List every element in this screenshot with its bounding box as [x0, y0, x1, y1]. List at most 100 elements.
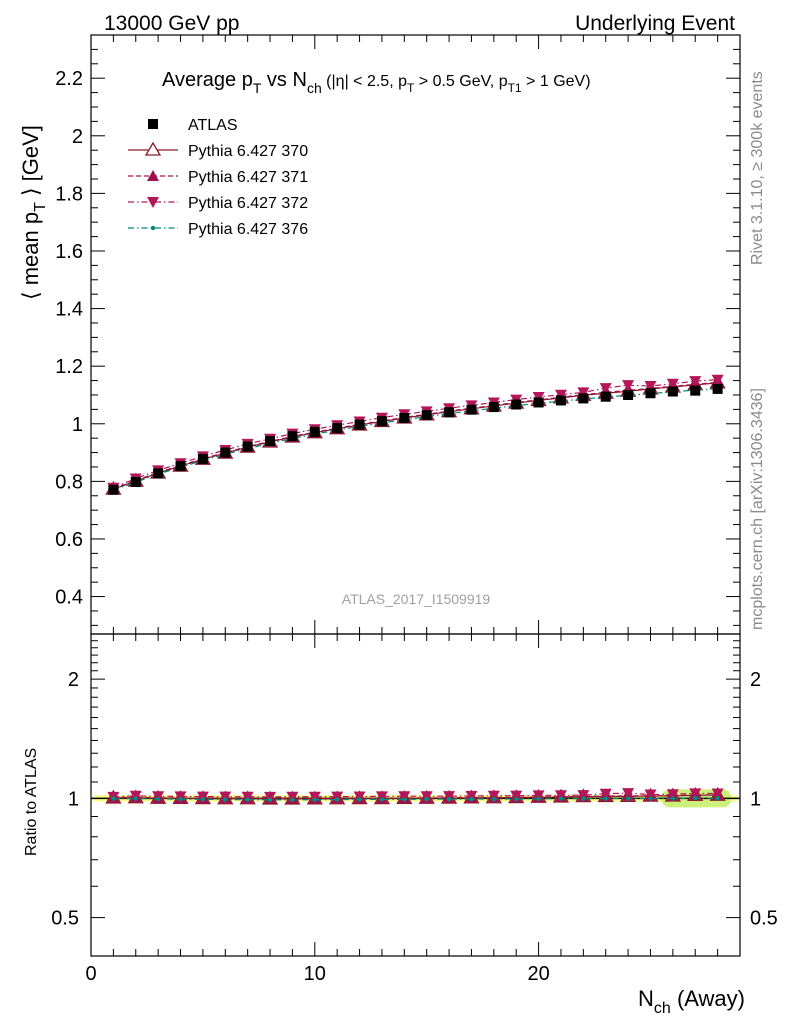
x-axis-label: Nch (Away) — [638, 986, 745, 1017]
ratio-point-pythia-6-427-376 — [334, 797, 340, 802]
ratio-point-pythia-6-427-376 — [267, 797, 273, 803]
main-series — [105, 374, 726, 495]
data-point-atlas — [108, 484, 119, 495]
ratio-point-pythia-6-427-372 — [622, 788, 635, 800]
ratio-point-pythia-6-427-372 — [219, 791, 232, 803]
main-y-tick-label: 1.6 — [55, 241, 83, 263]
data-point-atlas — [578, 393, 589, 404]
main-y-tick-label: 1.8 — [55, 183, 83, 205]
data-point-atlas — [555, 395, 566, 406]
ratio-point-pythia-6-427-376 — [424, 797, 429, 802]
data-point-atlas — [376, 416, 387, 427]
ratio-point-pythia-6-427-372 — [689, 788, 702, 800]
ratio-y-tick-label-right: 2 — [750, 669, 761, 691]
ratio-point-pythia-6-427-376 — [558, 796, 564, 801]
ratio-point-pythia-6-427-376 — [491, 796, 497, 802]
data-point-atlas — [690, 385, 701, 396]
data-point-pythia-6-427-372 — [644, 381, 657, 393]
ratio-point-pythia-6-427-372 — [398, 791, 411, 803]
legend-label: Pythia 6.427 371 — [188, 169, 308, 186]
ratio-y-tick-label-right: 0.5 — [750, 908, 778, 930]
ratio-point-pythia-6-427-376 — [155, 796, 161, 802]
data-point-atlas — [444, 407, 455, 418]
ratio-panel: 0.5 0.5 1 1 2 2 0 10 20 Ratio to ATLAS — [23, 633, 778, 985]
main-x-ticks — [90, 35, 741, 634]
analysis-id: ATLAS_2017_I1509919 — [342, 591, 491, 607]
series-line-pythia-6-427-372 — [113, 379, 718, 489]
data-point-pythia-6-427-372 — [599, 383, 612, 395]
ratio-point-pythia-6-427-372 — [196, 791, 209, 803]
main-y-tick-label: 2.2 — [55, 68, 83, 90]
legend-marker-pythia-6-427-376 — [150, 225, 156, 231]
series-line-pythia-6-427-371 — [113, 381, 718, 490]
ratio-point-pythia-6-427-376 — [446, 797, 452, 802]
ratio-point-pythia-6-427-376 — [603, 796, 608, 801]
data-point-atlas — [623, 389, 634, 400]
mcplots-label: mcplots.cern.ch [arXiv:1306.3436] — [749, 388, 766, 630]
data-point-atlas — [511, 399, 522, 410]
ratio-point-pythia-6-427-372 — [420, 791, 433, 803]
data-point-atlas — [354, 419, 365, 430]
data-point-pythia-6-427-372 — [554, 389, 567, 401]
ratio-point-pythia-6-427-372 — [510, 790, 523, 802]
legend-label: Pythia 6.427 370 — [188, 143, 308, 160]
ratio-point-pythia-6-427-372 — [465, 790, 478, 802]
main-y-label: ⟨ mean pT ⟩ [GeV] — [18, 125, 49, 300]
ratio-point-pythia-6-427-372 — [599, 788, 612, 800]
ratio-point-pythia-6-427-372 — [375, 791, 388, 803]
header-left: 13000 GeV pp — [104, 12, 239, 35]
ratio-y-axis: 0.5 0.5 1 1 2 2 — [51, 640, 778, 957]
data-point-pythia-6-427-372 — [689, 376, 702, 388]
legend-marker-pythia-6-427-371 — [147, 170, 159, 181]
ratio-y-label: Ratio to ATLAS — [23, 748, 40, 856]
legend-label: Pythia 6.427 372 — [188, 195, 308, 212]
ratio-line-pythia-6-427-371 — [113, 794, 718, 800]
main-y-tick-label: 1.2 — [55, 356, 83, 378]
series-line-pythia-6-427-376 — [113, 388, 718, 491]
ratio-point-pythia-6-427-376 — [648, 796, 653, 801]
data-point-atlas — [712, 383, 723, 394]
legend-marker-pythia-6-427-370 — [144, 141, 162, 156]
data-point-atlas — [645, 388, 656, 399]
data-point-atlas — [220, 447, 231, 458]
ratio-point-pythia-6-427-372 — [129, 790, 142, 802]
ratio-point-pythia-6-427-372 — [286, 791, 299, 803]
main-y-tick-label: 0.8 — [55, 471, 83, 493]
ratio-point-pythia-6-427-376 — [514, 796, 519, 802]
data-point-atlas — [287, 431, 298, 442]
data-point-atlas — [197, 453, 208, 464]
ratio-y-tick-label: 0.5 — [51, 908, 79, 930]
main-y-tick-label: 2 — [72, 126, 83, 148]
data-point-atlas — [332, 423, 343, 434]
ratio-point-pythia-6-427-376 — [290, 797, 295, 803]
main-panel: 0.4 0.6 0.8 1 1.2 1.4 1.6 1.8 2 2.2 Average pT vs… — [18, 34, 741, 635]
ratio-point-pythia-6-427-372 — [331, 791, 344, 803]
data-point-pythia-6-427-372 — [577, 387, 590, 399]
data-point-atlas — [309, 426, 320, 437]
ratio-point-pythia-6-427-376 — [670, 796, 676, 801]
ratio-point-pythia-6-427-372 — [554, 790, 567, 802]
data-point-atlas — [421, 410, 432, 421]
ratio-point-pythia-6-427-376 — [200, 797, 206, 802]
ratio-point-pythia-6-427-372 — [264, 791, 277, 803]
ratio-point-pythia-6-427-372 — [353, 791, 366, 803]
ratio-y-tick-label: 2 — [68, 669, 79, 691]
ratio-point-pythia-6-427-372 — [308, 791, 321, 803]
ratio-line-pythia-6-427-372 — [113, 792, 718, 798]
ratio-point-pythia-6-427-376 — [178, 796, 183, 802]
ratio-point-pythia-6-427-376 — [536, 796, 541, 802]
main-y-tick-label: 1.4 — [55, 299, 83, 321]
ratio-y-tick-label: 1 — [68, 788, 79, 810]
ratio-x-axis: 0 10 20 — [85, 634, 741, 985]
data-point-atlas — [399, 413, 410, 424]
ratio-series — [105, 786, 726, 805]
legend-label: Pythia 6.427 376 — [188, 221, 308, 238]
legend-marker-atlas — [148, 119, 158, 129]
legend: ATLAS Pythia 6.427 370 Pythia 6.427 371 Pyt… — [128, 117, 308, 238]
ratio-point-pythia-6-427-372 — [443, 791, 456, 803]
data-point-atlas — [242, 441, 253, 452]
data-point-atlas — [600, 391, 611, 402]
chart-title: Average pT vs Nch (|η| < 2.5, pT > 0.5 G… — [162, 69, 591, 96]
x-tick-label: 20 — [527, 963, 549, 985]
